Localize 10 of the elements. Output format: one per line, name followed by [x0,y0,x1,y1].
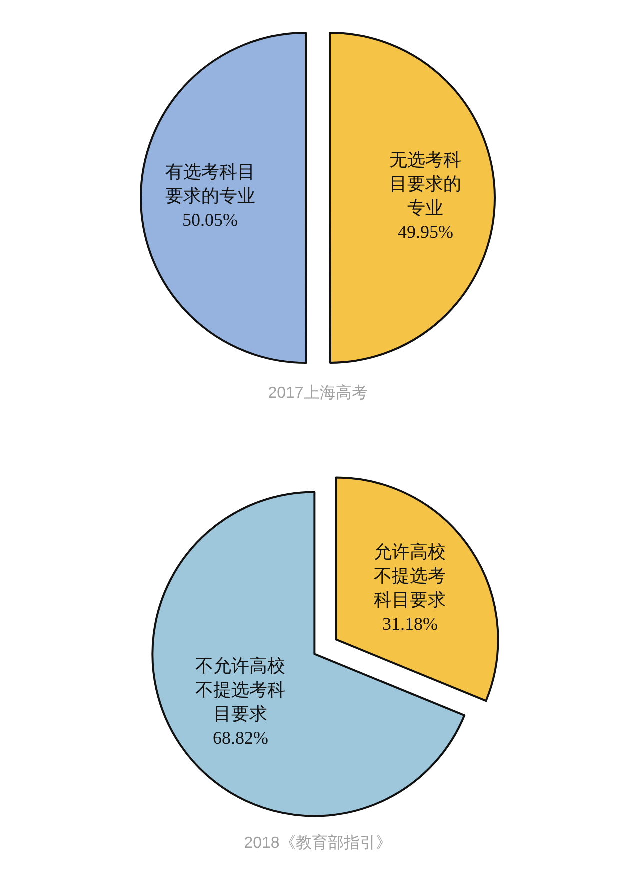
data-label: 31.18% [382,614,438,634]
text: 2018《教育部指引》 [244,834,392,852]
text: 2017上海高考 [268,384,368,402]
slice-label: 有选考科目要求的专业 [165,162,256,206]
slice-label: 不允许高校不提选考科目要求 [196,656,286,724]
slice-label: 允许高校不提选考科目要求 [374,542,446,610]
data-label: 50.05% [182,210,238,230]
data-label: 68.82% [212,728,268,748]
slice-label: 无选考科目要求的专业 [390,150,462,218]
data-label: 49.95% [398,222,454,242]
